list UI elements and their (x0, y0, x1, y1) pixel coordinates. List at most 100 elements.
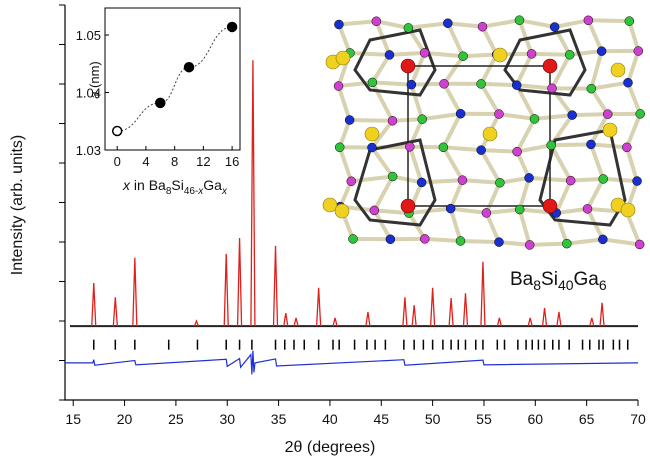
atom (388, 116, 397, 125)
atom (622, 143, 631, 152)
bond (603, 239, 640, 244)
formula-part: 6 (599, 277, 607, 293)
peak (431, 288, 435, 326)
bond (556, 213, 567, 244)
bond (448, 23, 463, 56)
atom (334, 20, 343, 29)
peak (557, 312, 561, 326)
atom (417, 178, 426, 187)
bond (462, 180, 499, 183)
atom (458, 176, 467, 185)
bond (451, 209, 487, 213)
formula-part: 40 (558, 277, 574, 293)
bond (551, 145, 570, 180)
x-tick-label: 50 (425, 411, 441, 427)
atom (543, 59, 557, 73)
atom (494, 110, 503, 119)
atom (625, 17, 634, 26)
bond (408, 23, 447, 28)
peak (333, 318, 337, 326)
bond (411, 85, 422, 120)
atom (459, 52, 468, 61)
atom (623, 78, 632, 87)
bond (591, 144, 627, 147)
atom (388, 172, 397, 181)
peak (251, 60, 255, 326)
bond (572, 114, 608, 115)
atom (420, 234, 429, 243)
atom (446, 204, 455, 213)
bond (350, 120, 393, 121)
peak (92, 283, 96, 326)
peak (412, 305, 416, 326)
bond (372, 82, 392, 120)
bond (556, 181, 570, 213)
atom (547, 141, 556, 150)
atom (483, 127, 497, 141)
inset-x-tick-label: 16 (225, 154, 239, 169)
inset-y-tick-label: 1.05 (76, 28, 101, 43)
atom (599, 174, 608, 183)
atom (597, 47, 606, 56)
bond (588, 20, 601, 51)
atom (550, 22, 559, 31)
bond (422, 180, 463, 182)
bond (517, 54, 532, 85)
bond (374, 177, 392, 211)
bond (588, 20, 629, 21)
bond (422, 114, 460, 119)
bond (376, 21, 408, 28)
atom (478, 22, 487, 31)
atom (443, 19, 452, 28)
bond (372, 82, 411, 84)
peak (543, 308, 547, 326)
formula-part: Ga (574, 269, 600, 290)
bond (627, 114, 640, 147)
inset-x-tick-label: 12 (196, 154, 210, 169)
x-tick-label: 30 (219, 411, 235, 427)
atom (456, 109, 465, 118)
peak (224, 254, 228, 326)
peak (528, 318, 532, 326)
atom (603, 123, 617, 137)
atom (345, 116, 354, 125)
peak (284, 313, 288, 326)
x-tick-label: 20 (117, 411, 133, 427)
atom (515, 205, 524, 214)
bond (481, 150, 500, 183)
bond (372, 148, 393, 177)
peak (366, 312, 370, 326)
atom (525, 240, 534, 249)
atom (367, 143, 376, 152)
x-tick-label: 60 (528, 411, 544, 427)
bond (481, 150, 517, 152)
bond (555, 20, 589, 27)
bond (551, 144, 591, 145)
atom (527, 49, 536, 58)
atom (401, 59, 415, 73)
peak (449, 298, 453, 326)
bond (444, 84, 461, 114)
atom (335, 143, 344, 152)
bond (486, 183, 499, 213)
peak (590, 318, 594, 326)
inset-y-tick-label: 1.04 (76, 86, 101, 101)
bond (481, 84, 499, 114)
atom (336, 51, 350, 65)
label-part: x (221, 186, 228, 197)
atom (565, 50, 574, 59)
formula-label: Ba8Si40Ga6 (510, 269, 607, 293)
bond (530, 244, 567, 245)
bond (534, 115, 572, 119)
formula-part: Si (541, 269, 558, 290)
peak (274, 246, 278, 326)
atom (568, 111, 577, 120)
atom (482, 208, 491, 217)
atom (405, 142, 414, 151)
atom (365, 127, 379, 141)
bond (483, 20, 520, 27)
bond (517, 119, 534, 152)
atom (477, 146, 486, 155)
atom (584, 16, 593, 25)
bond (591, 51, 601, 88)
